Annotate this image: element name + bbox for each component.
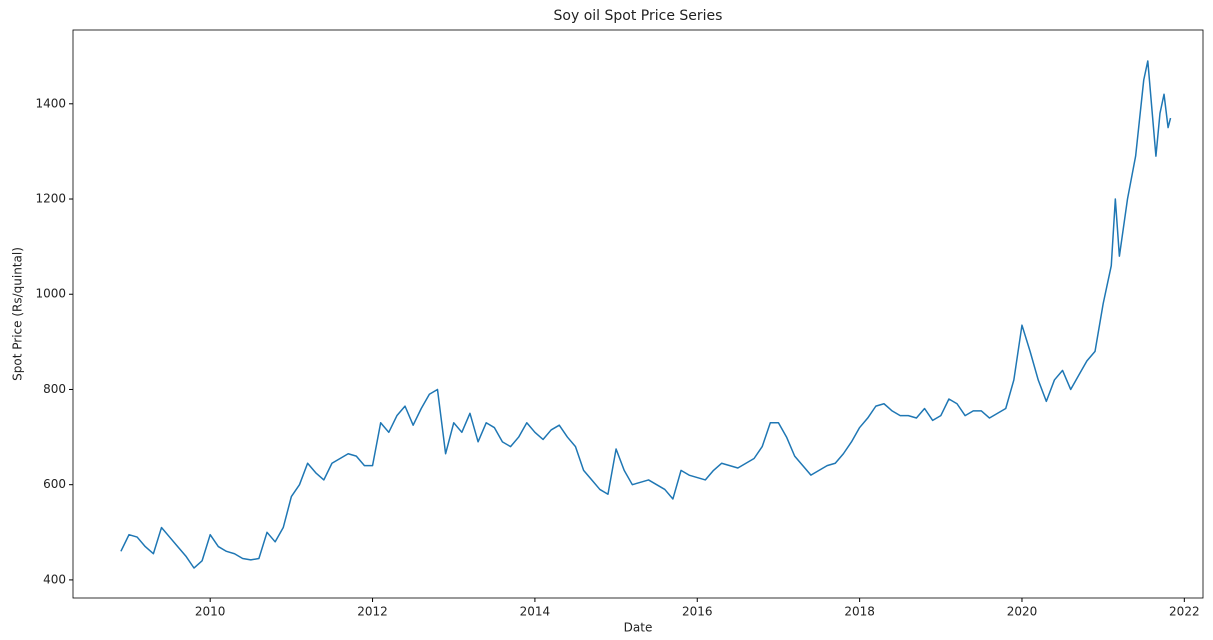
- y-tick-label: 1400: [35, 96, 66, 110]
- chart-title: Soy oil Spot Price Series: [554, 8, 723, 24]
- plot-frame: [72, 29, 1204, 599]
- y-axis-label: Spot Price (Rs/quintal): [11, 247, 25, 381]
- x-tick-label: 2016: [682, 605, 713, 619]
- price-line: [120, 60, 1172, 569]
- x-tick-label: 2022: [1169, 605, 1200, 619]
- x-tick-label: 2020: [1007, 605, 1038, 619]
- y-tick-label: 1200: [35, 192, 66, 206]
- x-tick-label: 2014: [520, 605, 551, 619]
- y-tick-label: 1000: [35, 287, 66, 301]
- x-tick-label: 2018: [844, 605, 875, 619]
- x-axis-label: Date: [624, 621, 653, 635]
- y-tick-label: 600: [43, 477, 66, 491]
- x-tick-label: 2010: [195, 605, 226, 619]
- x-tick-label: 2012: [357, 605, 388, 619]
- y-tick-label: 400: [43, 572, 66, 586]
- y-tick-label: 800: [43, 382, 66, 396]
